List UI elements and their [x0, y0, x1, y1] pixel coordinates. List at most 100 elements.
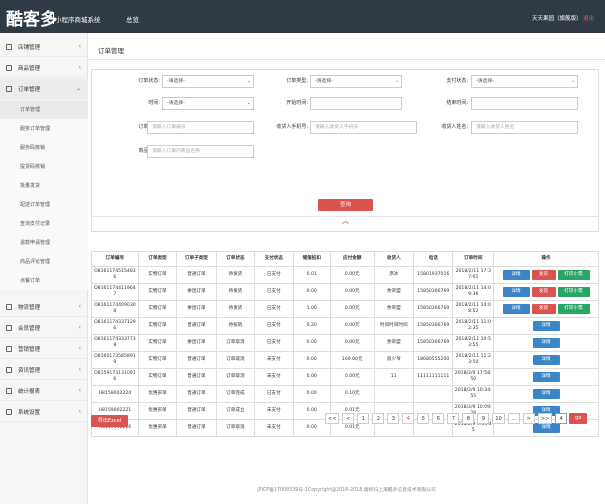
- col-deduct: 储值抵扣: [292, 251, 331, 267]
- cell-amount: 0.00元: [329, 317, 375, 335]
- phone-input[interactable]: 请输入收货人手机号: [310, 121, 417, 134]
- detail-button[interactable]: 详情: [532, 355, 560, 365]
- page-link[interactable]: <<: [325, 412, 340, 424]
- page-jump-input[interactable]: 4: [555, 412, 568, 424]
- sidebar-sub-reviews[interactable]: 商品评论管理: [0, 252, 88, 271]
- start-time-label: 开始时间:: [286, 100, 308, 106]
- sidebar-item-stats[interactable]: 统计报表 ‹: [0, 381, 88, 401]
- page-current[interactable]: 4: [402, 412, 415, 424]
- page-link[interactable]: 8: [462, 412, 475, 424]
- orders-table: 订单编号 订单类型 订单子类型 订单状态 支付状态 储值抵扣 应付金额 收货人 …: [91, 251, 599, 437]
- detail-button[interactable]: 详情: [532, 372, 560, 382]
- detail-button[interactable]: 详情: [502, 304, 530, 314]
- pay-status-select[interactable]: -请选择- ⌄: [471, 75, 578, 88]
- sidebar-sub-pickup-code[interactable]: 提货码核销: [0, 157, 88, 176]
- sidebar-item-settings[interactable]: 系统设置 ‹: [0, 402, 88, 422]
- sidebar-item-members[interactable]: 会员管理 ‹: [0, 318, 88, 338]
- receiver-input[interactable]: 请输入收货人姓名: [471, 121, 578, 134]
- end-time-label: 结束时间:: [446, 100, 468, 106]
- sidebar-item-news[interactable]: 资讯管理 ‹: [0, 360, 88, 380]
- sidebar-item-goods[interactable]: 商品管理 ‹: [0, 58, 88, 78]
- order-type-value: -请选择-: [315, 79, 333, 84]
- cell-amount: 169.00元: [329, 351, 375, 369]
- sidebar-item-orders[interactable]: 订单管理 ⌄: [0, 79, 88, 99]
- page-link[interactable]: 9: [477, 412, 490, 424]
- page-link[interactable]: ...: [507, 412, 520, 424]
- cell-time: 2018/2/11 11:02:35: [452, 317, 494, 335]
- sidebar-sub-orders[interactable]: 订单管理: [0, 100, 88, 119]
- sidebar-sub-batch-ship[interactable]: 批量发货: [0, 176, 88, 195]
- chevron-left-icon: ‹: [78, 43, 81, 50]
- detail-button[interactable]: 详情: [532, 406, 560, 416]
- page-link[interactable]: 1: [357, 412, 370, 424]
- page-go-button[interactable]: go: [569, 412, 588, 424]
- sidebar-sub-service-orders[interactable]: 服务订单管理: [0, 119, 88, 138]
- double-chevron-up-icon[interactable]: ︽: [342, 217, 349, 225]
- order-type-select[interactable]: -请选择- ⌄: [310, 75, 402, 88]
- sidebar-sub-dining-orders[interactable]: 点餐订单: [0, 271, 88, 290]
- logout-link[interactable]: 退出: [583, 16, 595, 22]
- time-label: 时间:: [148, 100, 160, 106]
- print-receipt-button[interactable]: 打印小票: [557, 287, 590, 297]
- sidebar-sub-service-code[interactable]: 服务码核销: [0, 138, 88, 157]
- page-link[interactable]: 10: [492, 412, 505, 424]
- cell-time: 2018/2/11 14:08:52: [452, 300, 494, 318]
- cell-order-status: 订单取消: [215, 419, 256, 437]
- ship-button[interactable]: 发货: [531, 287, 556, 297]
- page-link[interactable]: >>: [537, 412, 553, 424]
- cell-receiver: 11: [373, 368, 415, 386]
- detail-button[interactable]: 详情: [502, 287, 530, 297]
- cell-order-status: 订单完成: [215, 385, 256, 403]
- detail-button[interactable]: 详情: [532, 423, 560, 433]
- time-select[interactable]: -请选择- ⌄: [162, 97, 254, 110]
- table-row: O81591731310916 实物订单 普通订单 订单取消 未支付 0.00 0.00元 1…: [91, 368, 599, 386]
- cell-phone: 15850366769: [413, 300, 454, 318]
- pay-status-label: 支付状态:: [446, 78, 468, 84]
- end-time-input[interactable]: [471, 97, 578, 110]
- ship-button[interactable]: 发货: [531, 304, 556, 314]
- cell-phone: [413, 385, 454, 403]
- sidebar-sub-delivery-orders[interactable]: 配送订单管理: [0, 195, 88, 214]
- brand-logo[interactable]: 酷客多: [6, 10, 57, 30]
- start-time-input[interactable]: [310, 97, 402, 110]
- order-no-input[interactable]: 请输入订单编号: [147, 121, 254, 134]
- sidebar-item-logistics[interactable]: 物流管理 ‹: [0, 297, 88, 317]
- print-receipt-button[interactable]: 打印小票: [557, 270, 590, 280]
- cell-order-type: 实物订单: [137, 368, 178, 386]
- detail-button[interactable]: 详情: [502, 270, 530, 280]
- page-link[interactable]: 3: [387, 412, 400, 424]
- sidebar-item-marketing[interactable]: 营销管理 ‹: [0, 339, 88, 359]
- page-link[interactable]: 2: [372, 412, 385, 424]
- sidebar-item-label: 会员管理: [18, 325, 41, 332]
- table-row: O81611744090308 实物订单 拼团订单 待发货 已支付 1.00 0.00元 余荣…: [91, 300, 599, 318]
- detail-button[interactable]: 详情: [532, 321, 560, 331]
- page-link[interactable]: <: [342, 412, 355, 424]
- page-link[interactable]: 6: [432, 412, 445, 424]
- page-title: 订单管理: [98, 47, 124, 55]
- cell-actions: 详情: [493, 334, 599, 352]
- goods-input[interactable]: 请输入订单内商品名称: [147, 145, 254, 158]
- sidebar-item-store[interactable]: 店铺管理 ‹: [0, 37, 88, 57]
- cell-order-subtype: 拼团订单: [176, 300, 217, 318]
- ship-button[interactable]: 发货: [531, 270, 556, 280]
- nav-overview-link[interactable]: 总览: [126, 16, 139, 24]
- detail-button[interactable]: 详情: [532, 338, 560, 348]
- cell-pay-status: 已支付: [254, 385, 294, 403]
- logistics-icon: [6, 303, 12, 310]
- cell-order-status: 待发货: [215, 300, 256, 318]
- search-button[interactable]: 查询: [318, 199, 373, 211]
- print-receipt-button[interactable]: 打印小票: [557, 304, 590, 314]
- chevron-down-icon: ⌄: [570, 78, 575, 84]
- page-link[interactable]: >: [522, 412, 535, 424]
- order-status-select[interactable]: -请选择- ⌄: [162, 75, 254, 88]
- table-row: O81611743337738 实物订单 拼团订单 订单取消 已支付 0.00 0.00元余…: [91, 334, 599, 352]
- page-link[interactable]: 5: [417, 412, 430, 424]
- sidebar-sub-refunds[interactable]: 退款申请管理: [0, 233, 88, 252]
- sidebar-sub-payment-records[interactable]: 查询支付记录: [0, 214, 88, 233]
- time-value: -请选择-: [167, 101, 185, 106]
- cell-phone: 15850366769: [413, 334, 454, 352]
- detail-button[interactable]: 详情: [532, 389, 560, 399]
- export-excel-button[interactable]: 导出Excel: [91, 415, 128, 427]
- page-link[interactable]: 7: [447, 412, 460, 424]
- cell-phone: 15801937016: [413, 266, 454, 284]
